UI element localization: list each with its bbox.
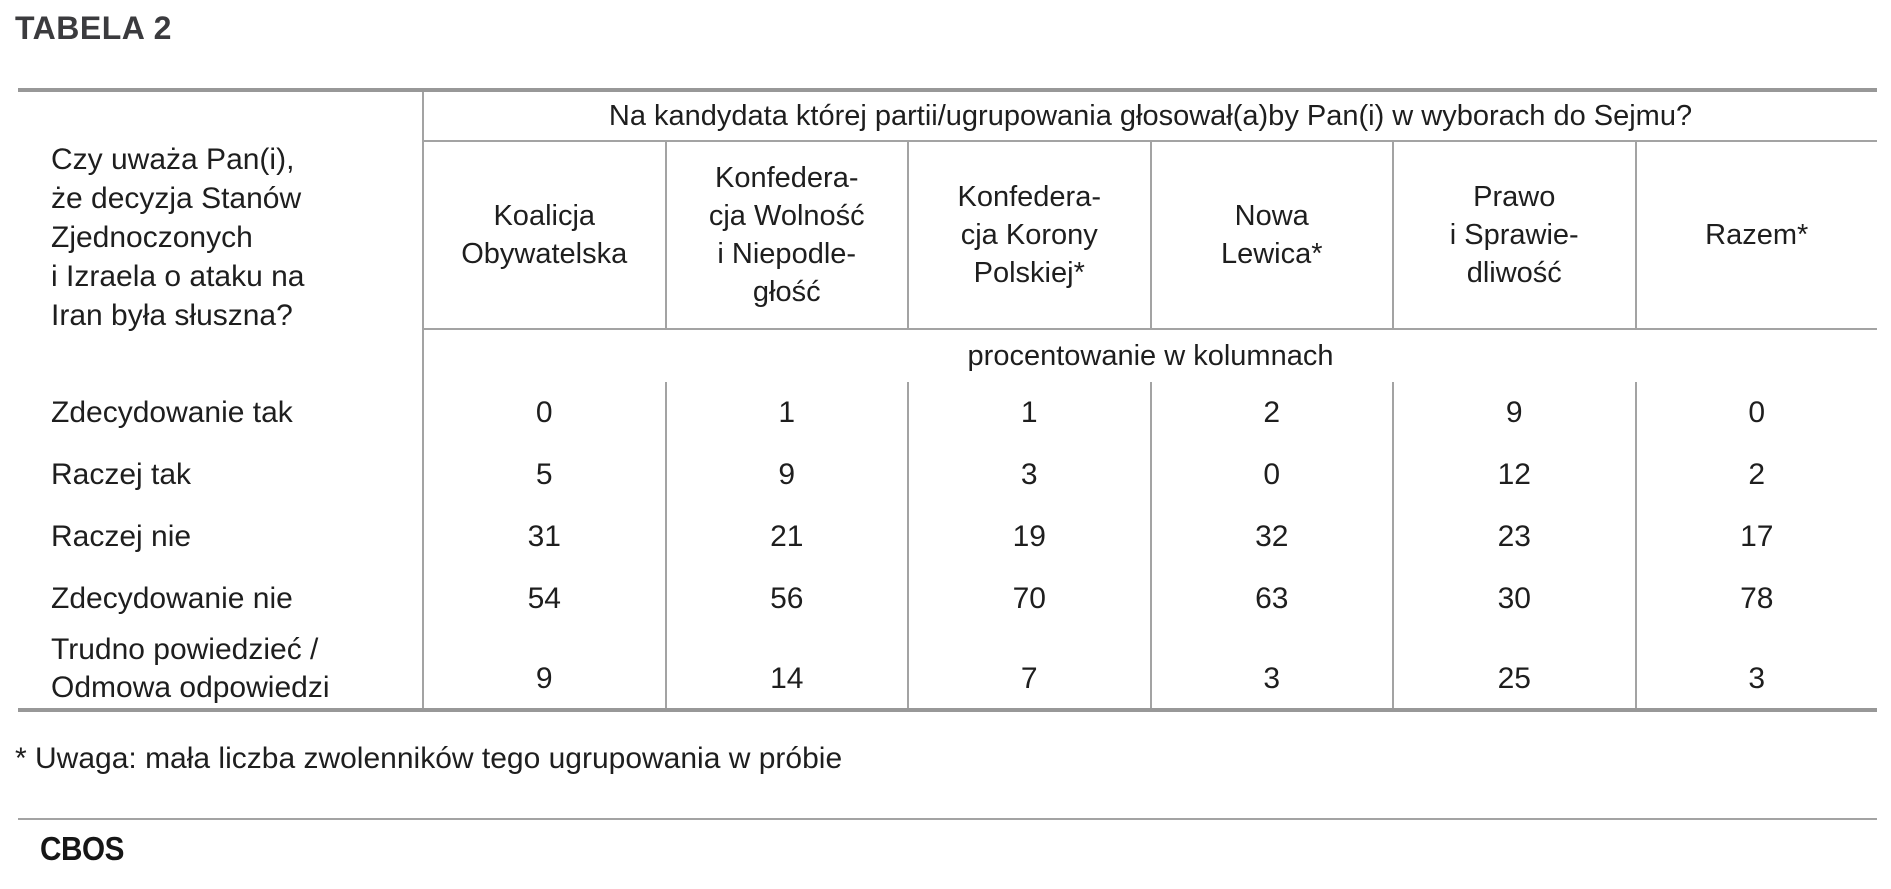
value-cell: 32 <box>1152 506 1394 568</box>
value-cell: 17 <box>1740 520 1774 553</box>
header-line: Konfedera- <box>715 162 859 194</box>
value-cell: 12 <box>1394 444 1637 506</box>
value-cell: 1 <box>909 382 1152 444</box>
table-row: Zdecydowanie nie 54 56 70 63 30 78 <box>18 568 1877 630</box>
value-cell: 9 <box>424 630 667 708</box>
header-line: Nowa <box>1234 200 1309 232</box>
value-cell: 5 <box>424 444 667 506</box>
row-question-cell: Czy uważa Pan(i), że decyzja Stanów Zjed… <box>18 92 424 382</box>
value-cell: 54 <box>424 568 667 630</box>
value-cell: 21 <box>667 506 909 568</box>
value-cell: 31 <box>424 506 667 568</box>
party-header-row: Koalicja Obywatelska Konfedera- cja Woln… <box>424 142 1877 330</box>
question-line: Iran była słuszna? <box>51 298 293 332</box>
column-header-prawo-i-sprawiedliwosc: Prawo i Sprawie- dliwość <box>1394 142 1637 328</box>
row-label: Zdecydowanie nie <box>18 568 424 630</box>
question-line: Czy uważa Pan(i), <box>51 142 295 176</box>
value-cell: 7 <box>909 630 1152 708</box>
survey-table: Czy uważa Pan(i), że decyzja Stanów Zjed… <box>18 88 1877 712</box>
row-label: Raczej nie <box>18 506 424 568</box>
value-cell: 19 <box>909 506 1152 568</box>
header-line: Lewica* <box>1220 238 1323 270</box>
source-label: CBOS <box>40 830 125 867</box>
value-cell: 0 <box>424 382 667 444</box>
header-line: cja Wolność <box>708 200 865 232</box>
table-row: Raczej tak 5 9 3 0 12 2 <box>18 444 1877 506</box>
row-label: Raczej tak <box>18 444 424 506</box>
column-header-razem: Razem* <box>1637 142 1878 328</box>
column-header-nowa-lewica: Nowa Lewica* <box>1152 142 1394 328</box>
question-line: że decyzja Stanów <box>51 181 302 215</box>
header-line: dliwość <box>1466 257 1562 289</box>
value-cell: 3 <box>909 444 1152 506</box>
value-cell: 3 <box>1748 662 1766 695</box>
header-line: Konfedera- <box>957 181 1102 213</box>
value-cell: 9 <box>667 444 909 506</box>
footer-divider <box>18 818 1877 820</box>
value-cell: 25 <box>1394 630 1637 708</box>
value-cell: 56 <box>667 568 909 630</box>
header-line: Razem* <box>1705 219 1809 251</box>
footnote: * Uwaga: mała liczba zwolenników tego ug… <box>15 742 843 775</box>
value-cell: 0 <box>1748 396 1766 429</box>
header-line: i Niepodle- <box>717 238 857 270</box>
value-cell: 70 <box>909 568 1152 630</box>
value-cell: 3 <box>1152 630 1394 708</box>
table-row: Zdecydowanie tak 0 1 1 2 9 0 <box>18 382 1877 444</box>
value-cell: 9 <box>1394 382 1637 444</box>
value-cell: 2 <box>1152 382 1394 444</box>
row-label: Trudno powiedzieć / Odmowa odpowiedzi <box>18 630 424 708</box>
header-line: Koalicja <box>493 200 596 232</box>
value-cell: 63 <box>1152 568 1394 630</box>
value-cell: 78 <box>1740 582 1774 615</box>
table-body: Zdecydowanie tak 0 1 1 2 9 0 Raczej tak … <box>18 382 1877 708</box>
table-title: TABELA 2 <box>15 10 172 46</box>
header-right: Na kandydata której partii/ugrupowania g… <box>424 92 1877 382</box>
value-cell: 14 <box>667 630 909 708</box>
value-cell: 0 <box>1152 444 1394 506</box>
column-question: Na kandydata której partii/ugrupowania g… <box>424 92 1877 142</box>
table-header: Czy uważa Pan(i), że decyzja Stanów Zjed… <box>18 92 1877 382</box>
value-cell: 2 <box>1748 458 1766 491</box>
header-line: Prawo <box>1473 181 1556 213</box>
value-cell: 1 <box>667 382 909 444</box>
table-row: Trudno powiedzieć / Odmowa odpowiedzi 9 … <box>18 630 1877 708</box>
value-cell: 30 <box>1394 568 1637 630</box>
header-line: głość <box>752 276 821 308</box>
row-label: Zdecydowanie tak <box>18 382 424 444</box>
header-line: i Sprawie- <box>1449 219 1579 251</box>
question-line: i Izraela o ataku na <box>51 259 305 293</box>
table-row: Raczej nie 31 21 19 32 23 17 <box>18 506 1877 568</box>
header-line: Polskiej* <box>973 257 1085 289</box>
header-line: Obywatelska <box>461 238 628 270</box>
value-cell: 23 <box>1394 506 1637 568</box>
column-header-konfederacja-wolnosc-i-niepodleglosc: Konfedera- cja Wolność i Niepodle- głość <box>667 142 909 328</box>
header-line: cja Korony <box>960 219 1098 251</box>
question-line: Zjednoczonych <box>51 220 253 254</box>
column-header-koalicja-obywatelska: Koalicja Obywatelska <box>424 142 667 328</box>
unit-note: procentowanie w kolumnach <box>967 339 1334 372</box>
column-header-konfederacja-korony-polskiej: Konfedera- cja Korony Polskiej* <box>909 142 1152 328</box>
